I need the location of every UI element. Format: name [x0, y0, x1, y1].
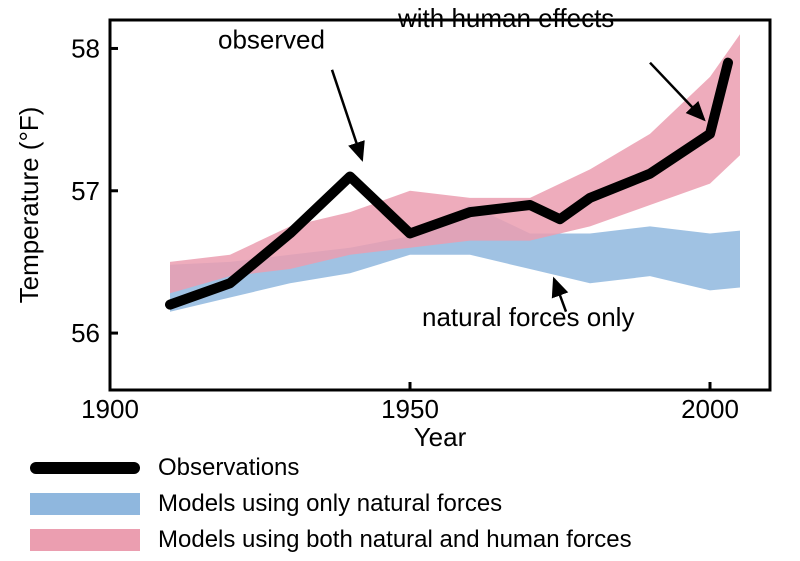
x-axis-label: Year — [414, 422, 467, 450]
legend-label: Observations — [158, 454, 299, 482]
x-tick-label: 1900 — [81, 394, 139, 424]
observed-annotation-text: observed — [218, 24, 325, 54]
legend-row: Observations — [30, 450, 632, 486]
legend-swatch-band — [30, 493, 140, 515]
observed-annotation-arrow — [332, 70, 362, 160]
x-tick-label: 1950 — [381, 394, 439, 424]
human-effects-annotation-text: with human effects — [397, 3, 614, 33]
y-tick-label: 58 — [71, 33, 100, 63]
legend-swatch-line — [30, 462, 140, 474]
figure: 1900 1950 2000 56 57 58 Year Temperature (°F… — [0, 0, 800, 561]
legend-label: Models using both natural and human forc… — [158, 526, 632, 554]
y-tick-label: 56 — [71, 318, 100, 348]
legend-swatch-band — [30, 529, 140, 551]
y-axis-label: Temperature (°F) — [14, 107, 44, 304]
y-tick-label: 57 — [71, 176, 100, 206]
legend-row: Models using only natural forces — [30, 486, 632, 522]
x-axis-ticks: 1900 1950 2000 — [81, 382, 739, 424]
natural-forces-annotation-text: natural forces only — [422, 302, 634, 332]
legend-label: Models using only natural forces — [158, 490, 502, 518]
x-tick-label: 2000 — [681, 394, 739, 424]
legend-row: Models using both natural and human forc… — [30, 522, 632, 558]
temperature-chart: 1900 1950 2000 56 57 58 Year Temperature (°F… — [0, 0, 800, 450]
legend: Observations Models using only natural fo… — [30, 450, 632, 558]
